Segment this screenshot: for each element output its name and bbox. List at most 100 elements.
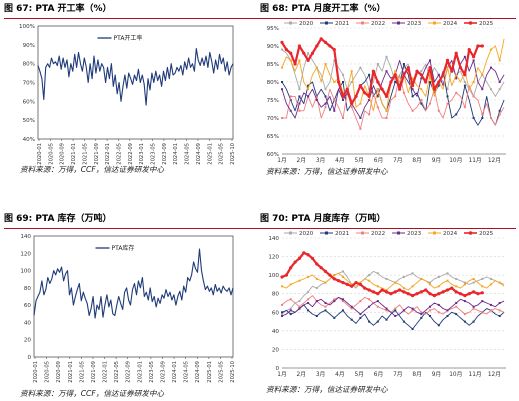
data-point-2021 [350,318,353,321]
data-point-2025 [345,282,349,286]
data-point-2024 [429,283,431,286]
legend-marker [289,231,292,235]
data-point-2025 [371,69,375,73]
data-point-2025 [393,290,397,294]
data-point-2025 [454,290,458,294]
data-point-2024 [455,285,458,288]
series-line-2021 [281,304,505,330]
data-point-2024 [333,274,336,277]
data-point-2025 [310,256,315,260]
legend-marker [468,21,473,25]
data-point-2023 [385,70,388,73]
data-point-2023 [463,55,466,58]
data-point-2021 [472,117,475,119]
data-point-2022 [437,109,440,112]
data-point-2025 [476,44,480,48]
data-point-2020 [463,81,466,83]
data-point-2021 [411,95,414,98]
data-point-2023 [429,305,431,308]
chart-pta-monthly-operating-rate: 60% 65% 70% 75% 80% 85% 90% 95% 1月 2月 3月 4月 5月 6月 7月 8月… [267,21,506,164]
data-point-2025 [424,288,428,292]
data-point-2025 [297,44,301,48]
data-point-2023 [342,99,344,101]
x-tick-label: 10月 [449,371,462,378]
data-point-2021 [289,99,292,101]
data-point-2025 [367,288,371,292]
data-point-2022 [324,106,327,109]
x-tick-label: 7月 [393,371,403,378]
data-point-2022 [281,117,283,119]
data-point-2025 [415,292,419,296]
data-point-2022 [420,99,423,101]
data-point-2020 [429,281,431,284]
x-tick-label: 3月 [316,371,326,378]
series-line [33,248,234,319]
data-point-2023 [368,305,371,308]
data-point-2023 [324,102,327,105]
data-point-2021 [411,328,414,330]
legend-label: 2025 [479,231,494,237]
data-point-2025 [445,288,450,292]
x-tick-label: 2025-01 [207,361,213,383]
legend-label: 2022 [371,231,385,237]
data-point-2025 [458,292,463,296]
data-point-2025 [310,51,315,55]
data-point-2020 [446,272,449,275]
data-point-2025 [424,80,428,84]
data-point-2024 [298,279,301,282]
data-point-2024 [411,77,414,80]
chart-pta-inventory: 0 20 40 60 80 100 120 140 2020-01 2020-05 2020-09 2… [20,234,236,383]
data-point-2025 [419,73,423,77]
y-tick-label: 20 [24,338,32,344]
data-point-2024 [481,73,484,76]
data-point-2023 [281,88,283,91]
data-point-2025 [393,73,397,77]
data-point-2020 [359,66,362,69]
x-tick-label: 2021-05 [82,143,88,165]
y-tick-label: 60 [24,303,32,309]
data-point-2025 [341,94,345,98]
data-point-2023 [385,307,388,310]
data-point-2025 [445,58,450,63]
data-point-2023 [429,59,431,62]
data-point-2022 [402,91,405,94]
source-note: 资料来源：万得，信达证券研发中心 [266,167,388,176]
data-point-2021 [498,315,501,317]
data-point-2022 [490,117,492,119]
data-point-2025 [293,260,297,264]
y-tick-label: 60% [23,99,35,105]
x-tick-label: 4月 [335,157,345,164]
data-point-2020 [307,52,310,55]
data-point-2021 [429,81,431,83]
data-point-2024 [368,279,371,282]
data-point-2024 [472,81,475,83]
data-point-2025 [398,288,402,292]
data-point-2023 [446,309,449,312]
x-tick-label: 2月 [297,157,307,164]
y-tick-label: 40 [24,320,32,326]
data-point-2022 [350,307,353,310]
data-point-2024 [298,59,301,62]
data-point-2020 [446,88,449,91]
y-tick-label: 50% [23,118,35,124]
legend-label: PTA库存 [112,244,135,252]
data-point-2025 [306,253,310,257]
data-point-2025 [415,69,419,73]
data-point-2023 [420,313,423,316]
data-point-2021 [402,63,405,65]
data-point-2023 [307,302,310,304]
figure-number: 图 69: [4,214,33,224]
source-note: 资料来源：万得，CCF，信达证券研发中心 [20,389,165,398]
x-tick-label: 2022-01 [105,143,111,165]
x-tick-label: 7月 [393,157,403,164]
data-point-2021 [437,324,440,327]
legend-label: 2024 [443,21,458,27]
data-point-2020 [315,287,318,290]
legend-marker [289,21,292,25]
legend-marker [361,21,364,25]
data-point-2020 [490,88,492,91]
x-tick-label: 2023-09 [162,143,168,165]
x-tick-label: 2024-05 [184,361,190,383]
data-point-2020 [376,272,379,275]
data-point-2021 [429,315,431,317]
